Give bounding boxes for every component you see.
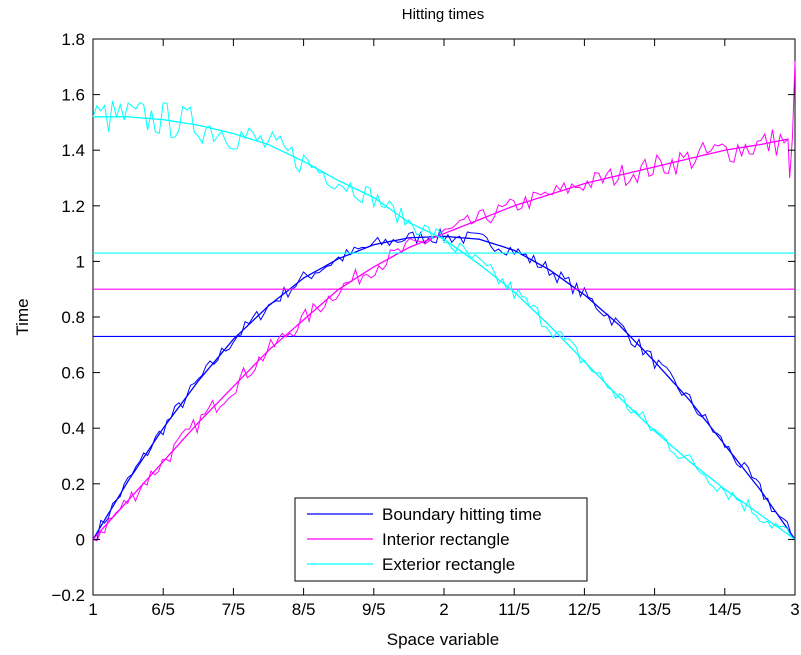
- x-tick-label: 8/5: [292, 600, 316, 619]
- y-tick-label: 0: [76, 530, 85, 549]
- y-axis-label: Time: [13, 298, 32, 335]
- smooth-curve: [92, 138, 789, 540]
- chart-title: Hitting times: [402, 6, 485, 23]
- x-axis-label: Space variable: [387, 630, 499, 649]
- y-tick-label: 0.6: [61, 364, 85, 383]
- x-tick-label: 3: [790, 600, 799, 619]
- x-tick-label: 11/5: [498, 600, 530, 619]
- x-tick-label: 12/5: [568, 600, 601, 619]
- x-axis: 1 6/5 7/5 8/5 9/5 2 11/5 12/5 13/5 14/5 3: [88, 39, 800, 619]
- x-tick-label: 14/5: [708, 600, 741, 619]
- y-tick-label: 0.8: [61, 308, 85, 327]
- y-tick-label: 1: [76, 252, 85, 271]
- series-2: [92, 61, 796, 542]
- legend-label: Exterior rectangle: [382, 555, 515, 574]
- noisy-curve: [92, 227, 796, 541]
- smooth-curve: [93, 116, 796, 540]
- x-tick-label: 9/5: [362, 600, 386, 619]
- noisy-curve: [92, 61, 796, 542]
- legend-label: Interior rectangle: [382, 530, 510, 549]
- y-tick-label: −0.2: [51, 586, 85, 605]
- x-tick-label: 2: [439, 600, 448, 619]
- y-tick-label: 0.2: [61, 475, 85, 494]
- y-tick-label: 1.6: [61, 86, 85, 105]
- series-1: [92, 227, 796, 541]
- x-tick-label: 7/5: [222, 600, 246, 619]
- y-tick-label: 0.4: [61, 419, 85, 438]
- series-3: [92, 100, 796, 540]
- noisy-curve: [92, 100, 796, 540]
- legend: Boundary hitting time Interior rectangle E…: [294, 497, 588, 582]
- x-tick-label: 6/5: [151, 600, 175, 619]
- x-tick-label: 1: [88, 600, 97, 619]
- y-tick-label: 1.4: [61, 141, 85, 160]
- y-tick-label: 1.2: [61, 197, 85, 216]
- legend-label: Boundary hitting time: [382, 505, 542, 524]
- x-tick-label: 13/5: [638, 600, 671, 619]
- y-tick-label: 1.8: [61, 30, 85, 49]
- y-axis: −0.2 0 0.2 0.4 0.6 0.8 1 1.2 1.4 1.6 1.8: [51, 30, 795, 605]
